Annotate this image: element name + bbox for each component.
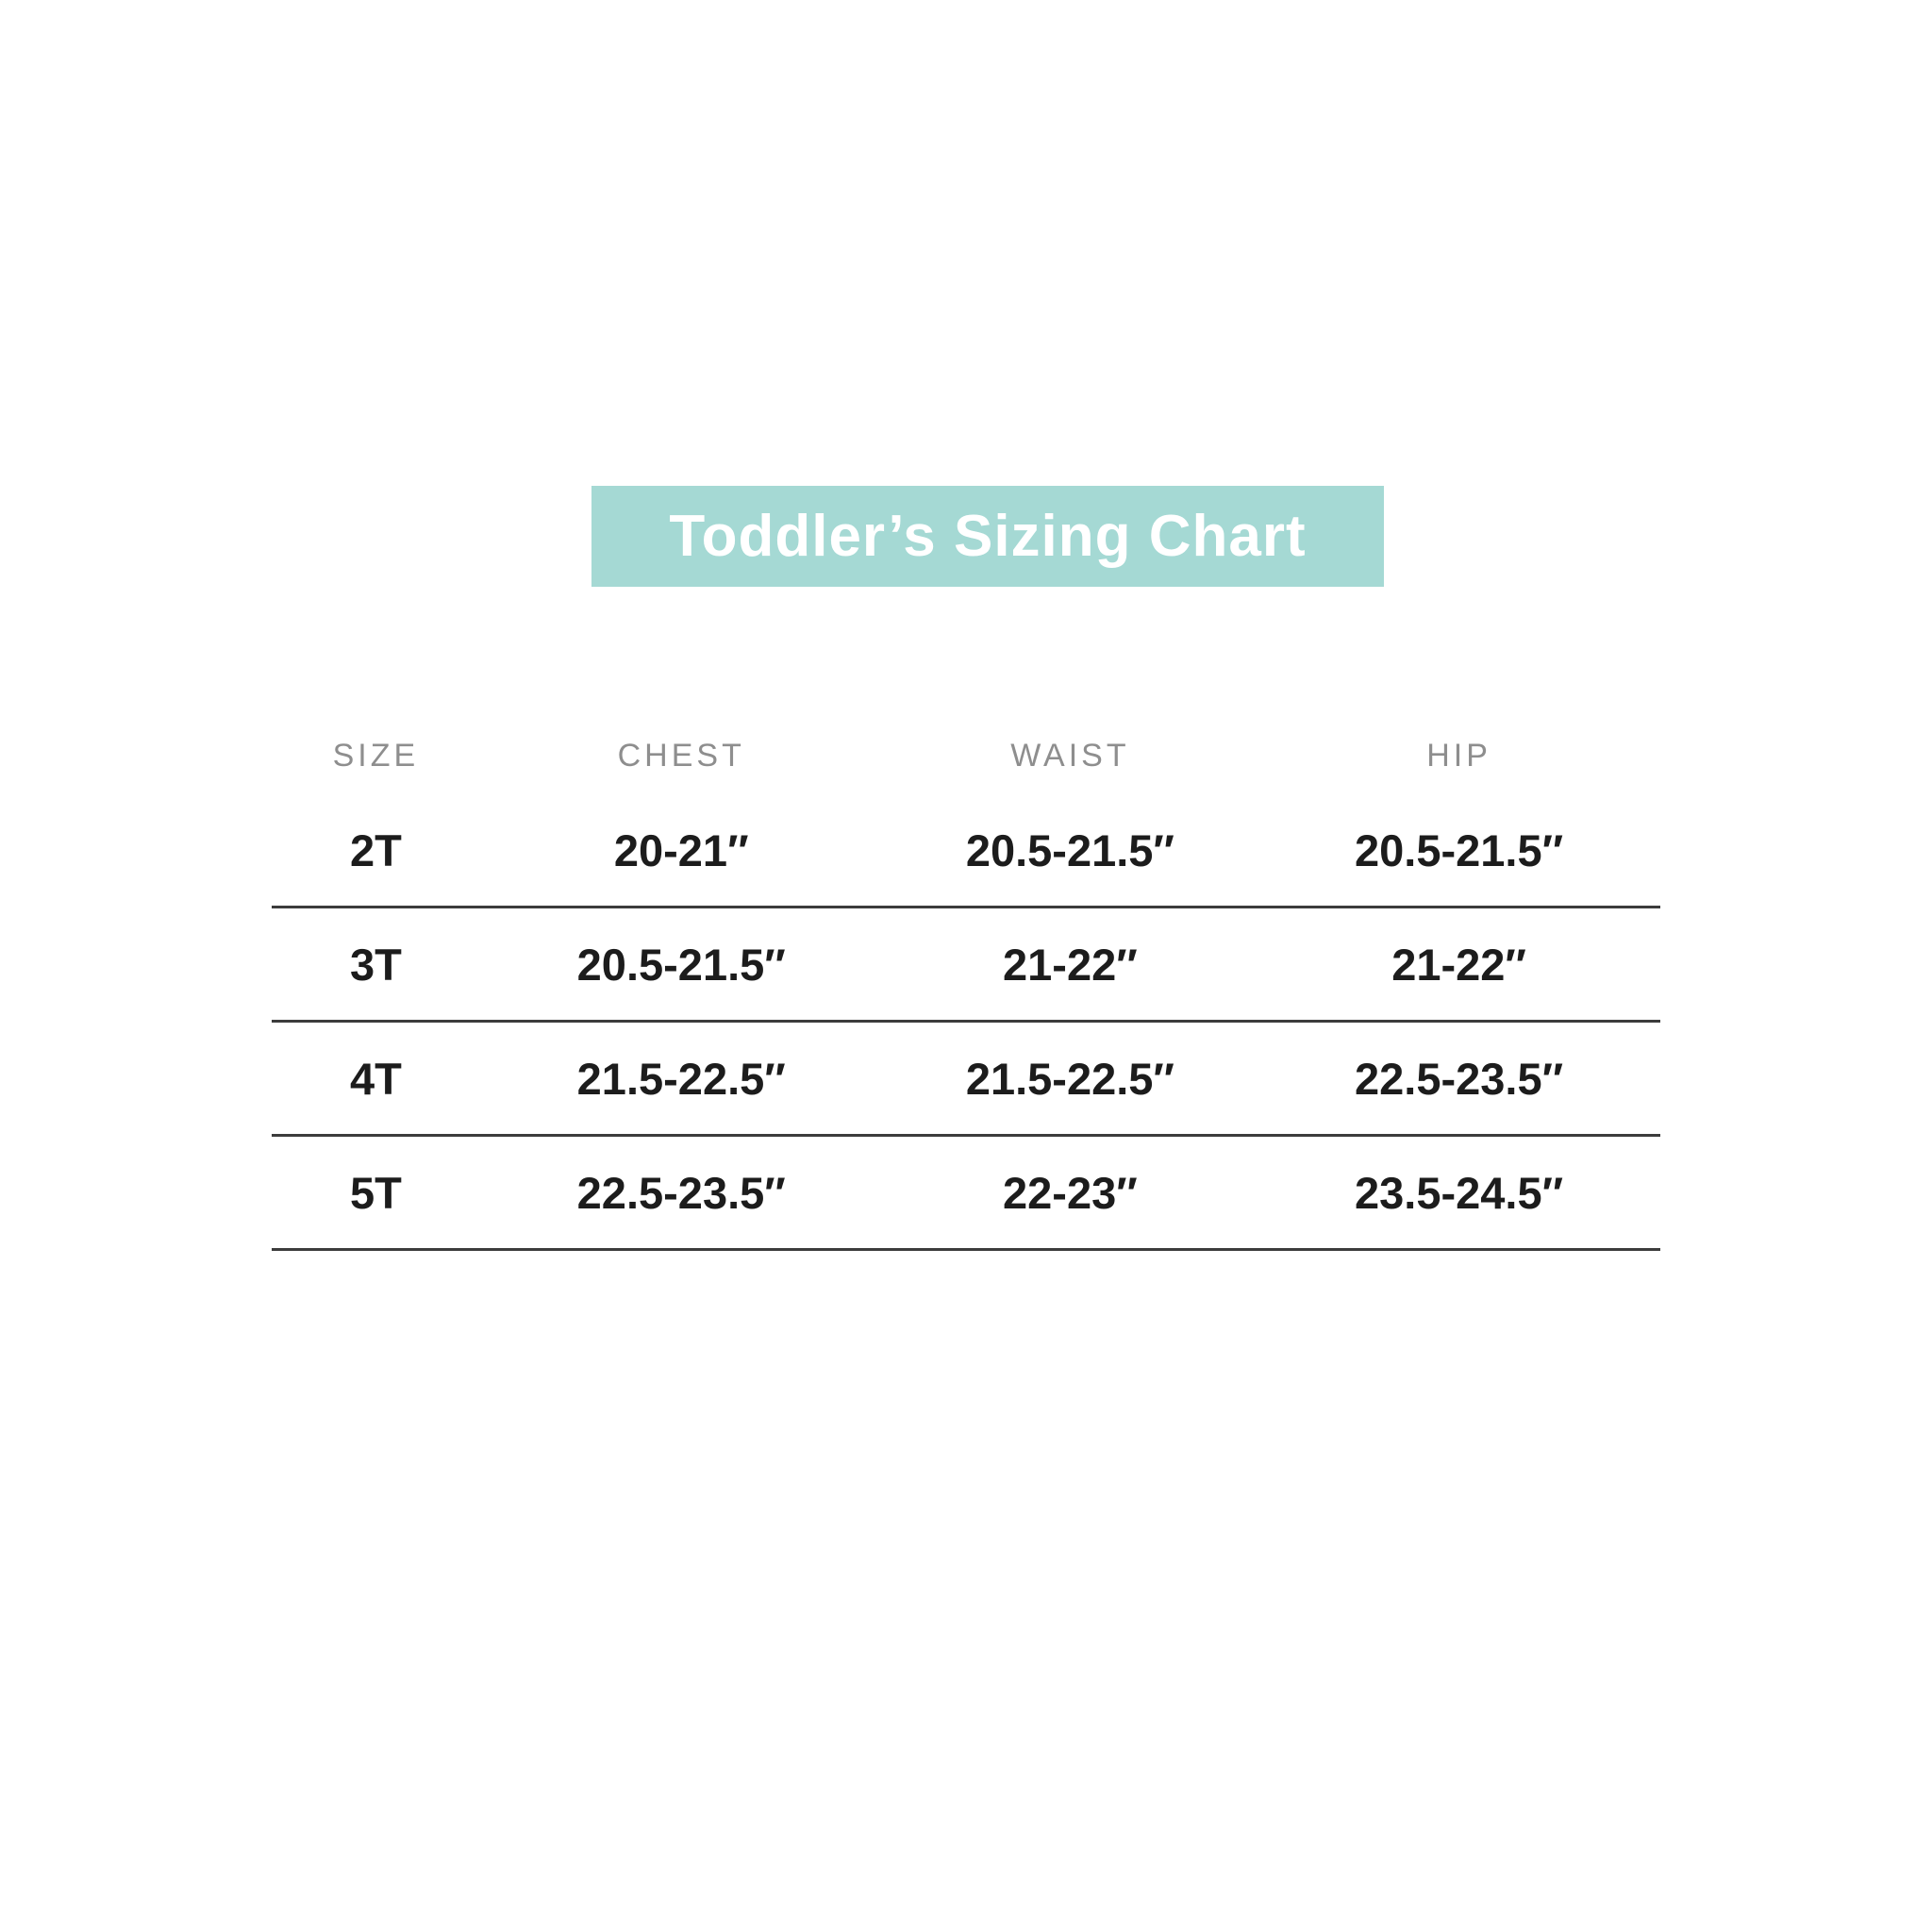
- cell-size: 2T: [349, 824, 402, 875]
- cell-waist: 20.5-21.5″: [965, 824, 1174, 875]
- cell-chest: 21.5-22.5″: [576, 1053, 786, 1104]
- title-banner: Toddler’s Sizing Chart: [591, 486, 1384, 587]
- cell-hip: 20.5-21.5″: [1354, 824, 1564, 875]
- cell-hip: 21-22″: [1391, 939, 1526, 990]
- cell-chest: 22.5-23.5″: [576, 1167, 786, 1218]
- table-row: 2T 20-21″ 20.5-21.5″ 20.5-21.5″: [272, 794, 1660, 908]
- cell-waist: 21-22″: [1003, 939, 1138, 990]
- cell-waist: 22-23″: [1003, 1167, 1138, 1218]
- table-row: 5T 22.5-23.5″ 22-23″ 23.5-24.5″: [272, 1136, 1660, 1250]
- cell-size: 3T: [349, 939, 402, 990]
- table-row: 3T 20.5-21.5″ 21-22″ 21-22″: [272, 908, 1660, 1022]
- column-header-hip: HIP: [1426, 737, 1491, 774]
- cell-size: 4T: [349, 1053, 402, 1104]
- cell-chest: 20-21″: [613, 824, 749, 875]
- cell-hip: 23.5-24.5″: [1354, 1167, 1564, 1218]
- column-header-chest: CHEST: [617, 737, 745, 774]
- column-header-waist: WAIST: [1010, 737, 1130, 774]
- cell-waist: 21.5-22.5″: [965, 1053, 1174, 1104]
- sizing-table: SIZE CHEST WAIST HIP 2T 20-21″ 20.5-21.5…: [272, 717, 1660, 1251]
- page-title: Toddler’s Sizing Chart: [669, 504, 1307, 569]
- cell-chest: 20.5-21.5″: [576, 939, 786, 990]
- cell-size: 5T: [349, 1167, 402, 1218]
- cell-hip: 22.5-23.5″: [1354, 1053, 1564, 1104]
- table-row: 4T 21.5-22.5″ 21.5-22.5″ 22.5-23.5″: [272, 1022, 1660, 1136]
- table-header-row: SIZE CHEST WAIST HIP: [272, 717, 1660, 794]
- column-header-size: SIZE: [332, 737, 420, 774]
